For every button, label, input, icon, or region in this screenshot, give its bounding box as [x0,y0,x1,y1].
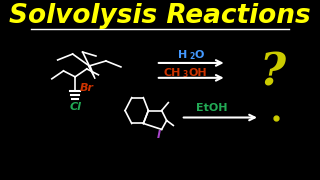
Text: 2: 2 [189,53,194,62]
Text: 3: 3 [182,70,188,79]
Text: EtOH: EtOH [196,103,227,112]
Text: CH: CH [164,68,181,78]
Text: Solvolysis Reactions: Solvolysis Reactions [9,3,311,29]
Text: H: H [178,50,188,60]
Text: Cl: Cl [69,102,81,112]
Text: I: I [156,130,160,140]
Text: OH: OH [188,68,207,78]
Text: ?: ? [259,51,285,94]
Text: Br: Br [80,83,94,93]
Polygon shape [88,66,95,79]
Text: O: O [194,50,204,60]
